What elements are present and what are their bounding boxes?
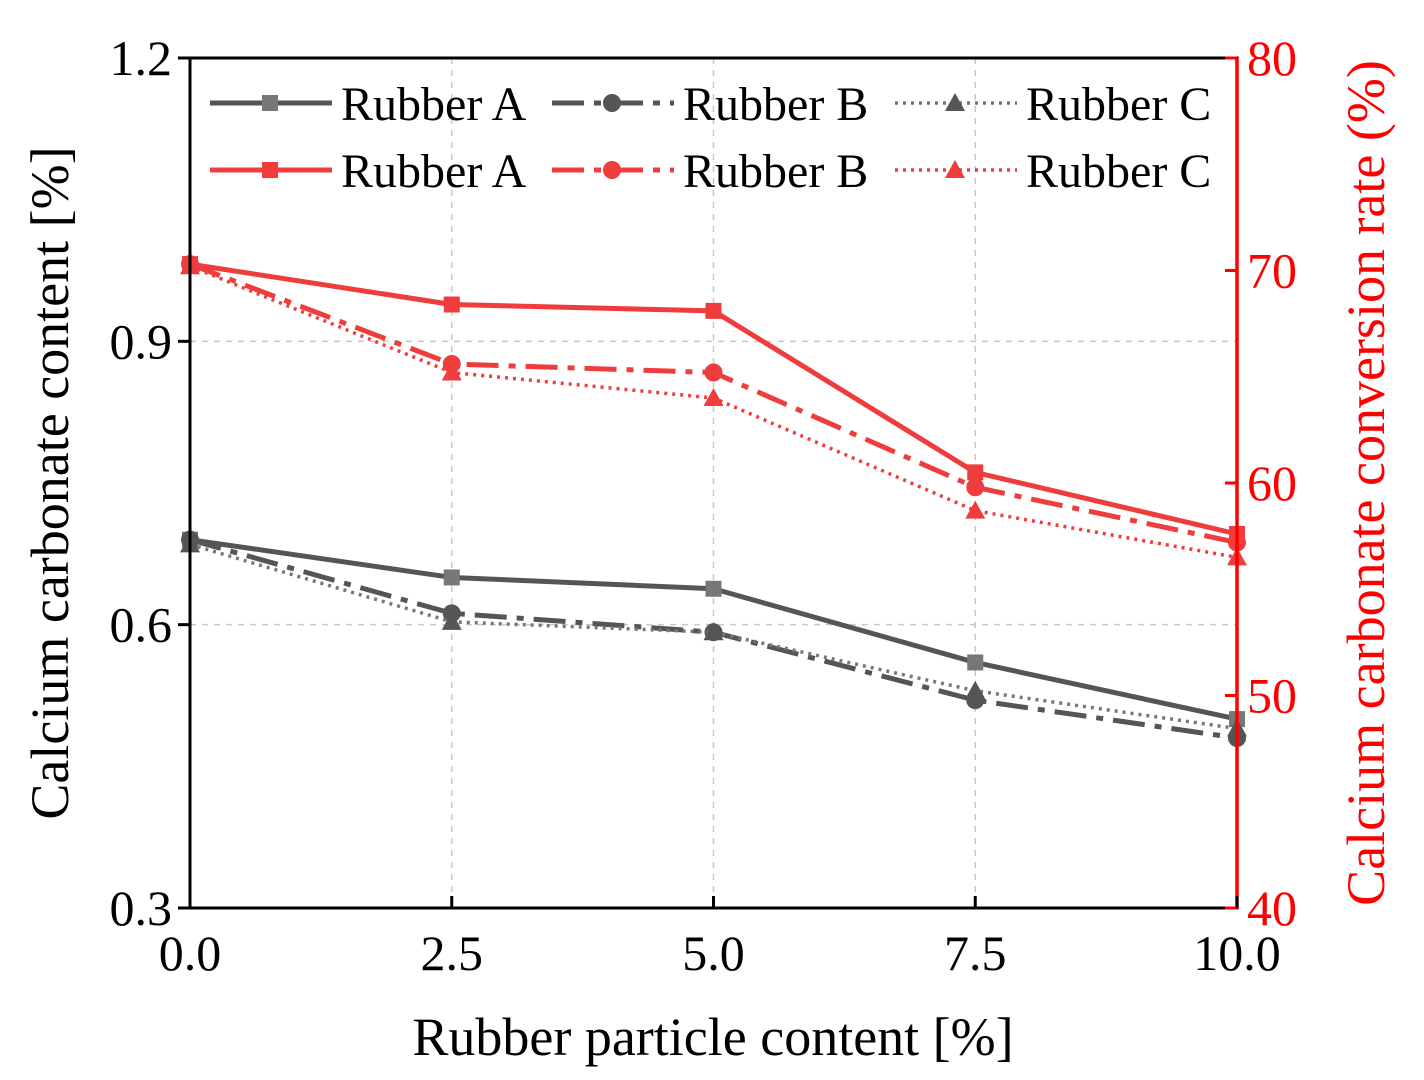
right-tick-label: 60 (1247, 455, 1297, 511)
data-point (443, 296, 460, 313)
legend-label: Rubber B (683, 78, 868, 131)
left-tick-label: 1.2 (110, 30, 173, 86)
legend-marker (262, 162, 278, 178)
data-point (967, 464, 984, 481)
right-tick-label: 50 (1247, 668, 1297, 724)
data-point (705, 580, 722, 597)
legend-label: Rubber A (341, 78, 527, 131)
legend-marker (603, 161, 621, 179)
left-axis-title: Calcium carbonate content [%] (20, 146, 80, 819)
right-axis-title: Calcium carbonate conversion rate (%) (1336, 60, 1396, 906)
legend-entry: Rubber B (552, 78, 868, 131)
data-point (704, 363, 723, 382)
data-point (967, 654, 984, 671)
legend-entry: Rubber C (895, 78, 1211, 131)
left-tick-label: 0.6 (110, 597, 173, 653)
left-tick-label: 0.9 (110, 313, 173, 369)
x-tick-label: 5.0 (682, 925, 745, 981)
data-point (966, 478, 985, 497)
x-tick-label: 0.0 (159, 925, 222, 981)
left-axis-ticks: 0.3 0.6 0.9 1.2 (110, 30, 190, 936)
data-point (703, 388, 724, 406)
legend-marker (262, 95, 278, 111)
legend-marker (603, 94, 621, 112)
legend-entry: Rubber B (552, 145, 868, 198)
right-tick-label: 70 (1247, 243, 1297, 299)
legend-label: Rubber C (1026, 78, 1211, 131)
legend-marker (945, 160, 965, 178)
series-right-rubber-b (181, 255, 1246, 552)
data-point (703, 622, 724, 641)
data-point (705, 302, 722, 319)
x-tick-label: 10.0 (1193, 925, 1281, 981)
x-tick-label: 2.5 (421, 925, 484, 981)
legend-marker (945, 93, 965, 111)
x-tick-label: 7.5 (944, 925, 1007, 981)
left-tick-label: 0.3 (110, 880, 173, 936)
data-point (965, 500, 986, 519)
x-axis-ticks: 0.0 2.5 5.0 7.5 10.0 (159, 896, 1281, 981)
right-axis-ticks: 40 50 60 70 80 (1225, 30, 1297, 936)
legend-label: Rubber B (683, 145, 868, 198)
legend: Rubber A Rubber B Rubber C Rubber A Rubber B… (210, 78, 1211, 198)
data-point (965, 680, 986, 699)
legend-label: Rubber A (341, 145, 527, 198)
data-point (443, 569, 460, 586)
right-tick-label: 80 (1247, 30, 1297, 86)
legend-entry: Rubber A (210, 78, 527, 131)
x-axis-title: Rubber particle content [%] (412, 1007, 1013, 1067)
legend-entry: Rubber C (895, 145, 1211, 198)
legend-label: Rubber C (1026, 145, 1211, 198)
data-point (441, 611, 462, 630)
right-tick-label: 40 (1247, 880, 1297, 936)
data-point (441, 362, 462, 381)
legend-entry: Rubber A (210, 145, 527, 198)
